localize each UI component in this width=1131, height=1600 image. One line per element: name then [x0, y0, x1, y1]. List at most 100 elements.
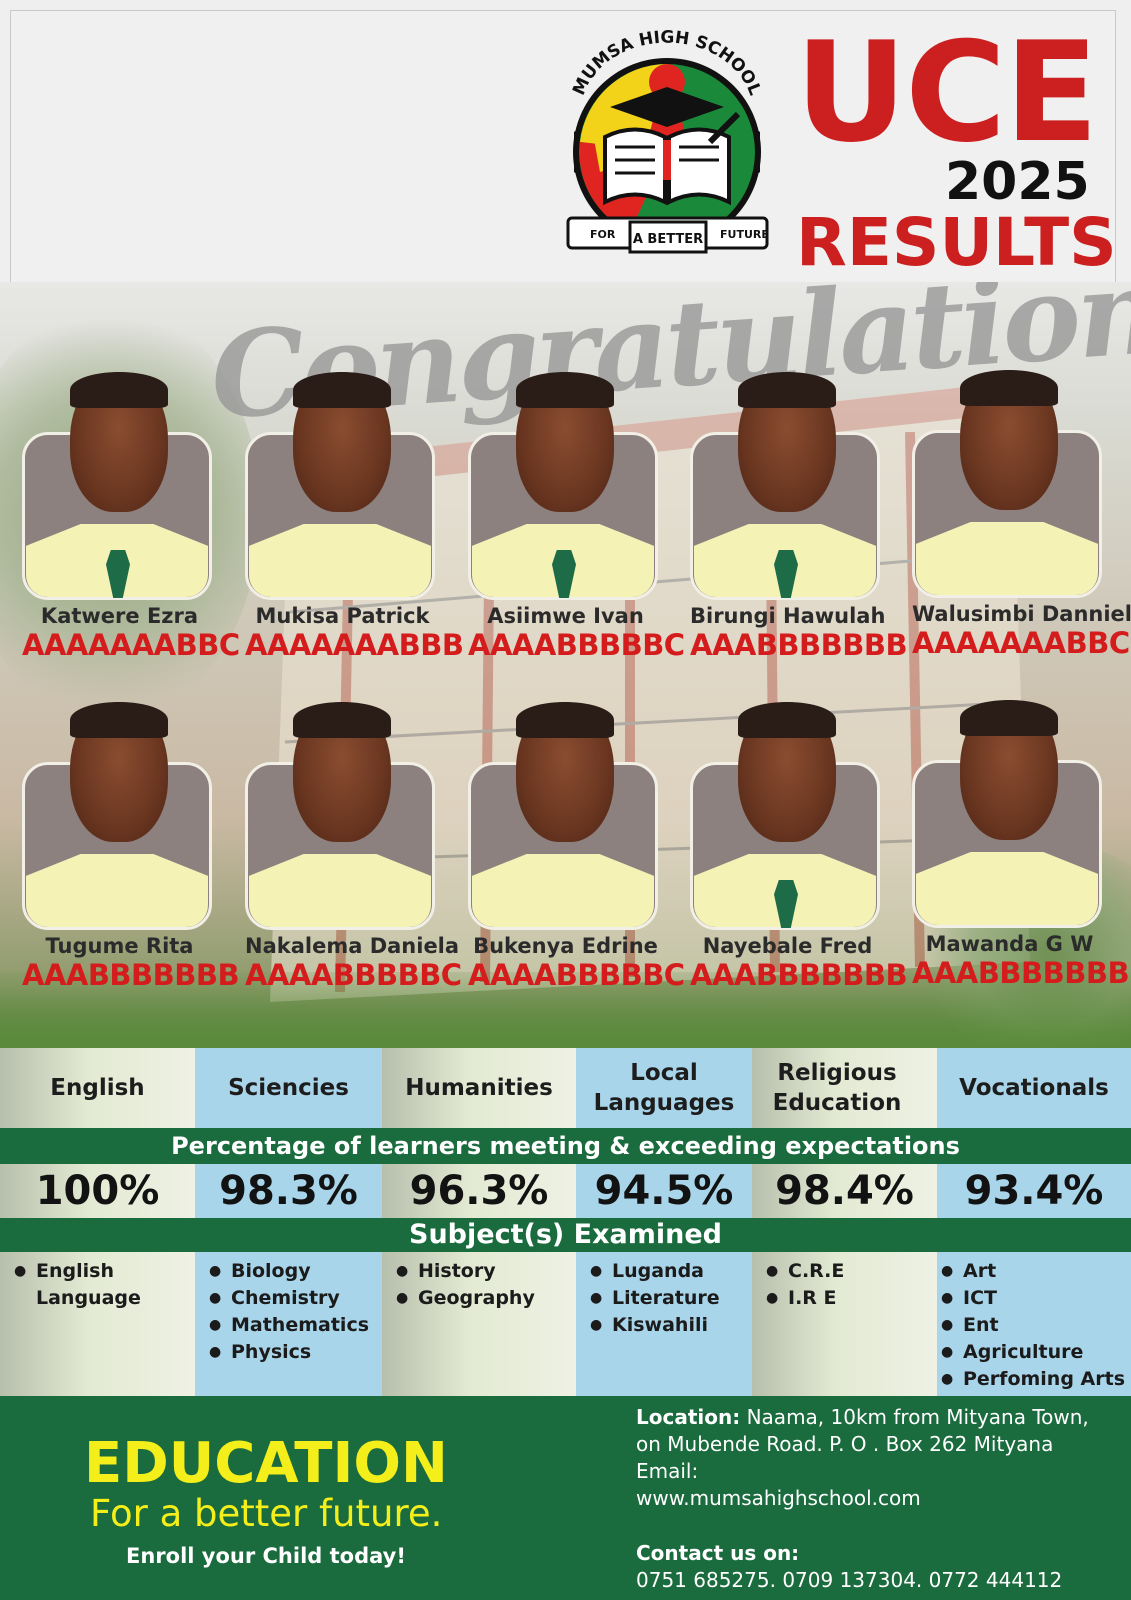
subject-label: Perfoming Arts [963, 1368, 1126, 1390]
student-grades: AAABBBBBBB [912, 956, 1130, 990]
student-name: Mukisa Patrick [255, 604, 430, 628]
subject-label: Mathematics [231, 1314, 370, 1336]
student-grades: AAABBBBBBB [22, 958, 240, 992]
subject-list: Biology Chemistry Mathematics Physics [209, 1258, 378, 1366]
uniform-shirt [249, 524, 431, 597]
subject-item: Agriculture [941, 1339, 1127, 1366]
subject-label: Geography [418, 1287, 535, 1309]
portrait-hair [516, 702, 614, 738]
percentage-value: 96.3% [409, 1168, 549, 1214]
portrait-hair [70, 372, 168, 408]
subject-item: Art [941, 1258, 1127, 1285]
portrait-hair [293, 702, 391, 738]
subject-label: Luganda [612, 1260, 705, 1282]
subject-item: Chemistry [209, 1285, 378, 1312]
uniform-shirt [916, 852, 1098, 925]
school-crest-icon: MUMSA HIGH SCHOOL FOR A BETTER [566, 28, 769, 254]
student-name: Walusimbi Danniel [912, 602, 1131, 626]
portrait-hair [738, 702, 836, 738]
subject-label: Literature [612, 1287, 720, 1309]
student-name: Katwere Ezra [40, 604, 199, 628]
student-name: Tugume Rita [45, 934, 194, 958]
portrait-hair [738, 372, 836, 408]
footer-tagline: For a better future. [90, 1492, 443, 1535]
portrait-hair [960, 370, 1058, 406]
student-grades: AAAAAAABBB [245, 628, 464, 662]
subject-label: History [418, 1260, 496, 1282]
contact-label: Contact us on: [636, 1541, 800, 1565]
subject-label: Biology [231, 1260, 311, 1282]
portrait-hair [70, 702, 168, 738]
subject-item: Biology [209, 1258, 378, 1285]
subject-item: ICT [941, 1285, 1127, 1312]
subject-item: Literature [590, 1285, 748, 1312]
column-header: Local Languages [593, 1060, 735, 1116]
subject-label: Kiswahili [612, 1314, 708, 1336]
enroll-call-to-action: Enroll your Child today! [126, 1544, 406, 1568]
column-header: Humanities [405, 1075, 553, 1101]
email-label: Email: [636, 1459, 699, 1483]
portrait-hair [516, 372, 614, 408]
percentage-value: 98.4% [775, 1168, 914, 1214]
portrait-hair [293, 372, 391, 408]
subject-label: Chemistry [231, 1287, 340, 1309]
percentage-value: 98.3% [219, 1168, 358, 1214]
student-grades: AAAAAAABBC [22, 628, 240, 662]
subject-item: I.R E [766, 1285, 933, 1312]
student-name: Asiimwe Ivan [487, 604, 644, 628]
title-results: RESULTS [796, 204, 1117, 281]
subject-item: History [396, 1258, 572, 1285]
footer-headline: EDUCATION [84, 1431, 448, 1496]
student-grades: AAAAAAABBC [912, 626, 1130, 660]
footer: EDUCATION For a better future. Enroll yo… [0, 1396, 1131, 1600]
subject-item: Physics [209, 1339, 378, 1366]
column-header: Religious Education [772, 1060, 902, 1116]
percentage-value: 93.4% [964, 1168, 1104, 1214]
student-grades: AAAABBBBBC [468, 628, 685, 662]
subject-label: Art [963, 1260, 997, 1282]
subject-list: English Language [14, 1258, 191, 1312]
percentage-value: 94.5% [594, 1168, 734, 1214]
subject-item: Perfoming Arts [941, 1366, 1127, 1393]
header: MUMSA HIGH SCHOOL FOR A BETTER [0, 0, 1131, 300]
header-frame [10, 10, 1116, 298]
location-line-2: on Mubende Road. P. O . Box 262 Mityana [636, 1432, 1054, 1456]
phone-numbers[interactable]: 0751 685275. 0709 137304. 0772 444112 [636, 1568, 1063, 1592]
subject-label: I.R E [788, 1287, 837, 1309]
student-grades: AAAABBBBBC [245, 958, 462, 992]
subject-list: History Geography [396, 1258, 572, 1312]
column-header: Vocationals [959, 1075, 1109, 1101]
column-header: Sciencies [228, 1075, 349, 1101]
svg-text:A BETTER: A BETTER [633, 232, 703, 247]
subject-label: Ent [963, 1314, 999, 1336]
subject-list: Luganda Literature Kiswahili [590, 1258, 748, 1339]
subject-list: Art ICT Ent Agriculture Perfoming Arts [941, 1258, 1127, 1393]
subject-label: Physics [231, 1341, 312, 1363]
location-line: Location: Naama, 10km from Mityana Town, [636, 1404, 1096, 1431]
subject-item: Geography [396, 1285, 572, 1312]
uniform-shirt [472, 854, 654, 927]
title-uce: UCE [795, 12, 1099, 173]
uniform-shirt [26, 854, 208, 927]
subject-item: C.R.E [766, 1258, 933, 1285]
subjects-band-heading: Subject(s) Examined [0, 1218, 1131, 1252]
students-showcase: Congratulations! Katwere Ezra AAAAAAABBC… [0, 282, 1131, 1050]
subject-item: Luganda [590, 1258, 748, 1285]
website-link[interactable]: www.mumsahighschool.com [636, 1486, 921, 1510]
student-name: Bukenya Edrine [473, 934, 658, 958]
subject-list: C.R.E I.R E [766, 1258, 933, 1312]
subject-item: Mathematics [209, 1312, 378, 1339]
percentage-value: 100% [35, 1168, 160, 1214]
percentage-band-heading: Percentage of learners meeting & exceedi… [0, 1128, 1131, 1164]
student-grades: AAABBBBBBB [690, 958, 908, 992]
subject-item: Ent [941, 1312, 1127, 1339]
column-header: English [50, 1075, 145, 1101]
student-grades: AAAABBBBBC [468, 958, 685, 992]
student-name: Nayebale Fred [702, 934, 873, 958]
subject-label: C.R.E [788, 1260, 845, 1282]
subject-item: English Language [14, 1258, 156, 1312]
student-name: Nakalema Daniela [245, 934, 460, 958]
school-logo: MUMSA HIGH SCHOOL FOR A BETTER [560, 22, 775, 272]
contact-info: Location: Naama, 10km from Mityana Town,… [636, 1404, 1096, 1594]
student-name: Mawanda G W [925, 932, 1094, 956]
